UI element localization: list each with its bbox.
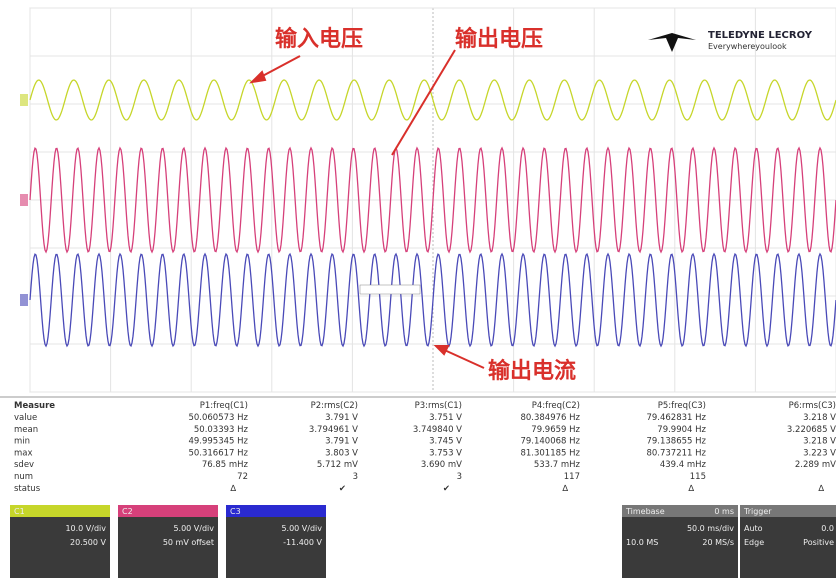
table-cell: 3.794961 V xyxy=(309,425,358,435)
status-icon: ✔ xyxy=(339,484,346,494)
status-text: Auto xyxy=(744,524,763,533)
annotation: 输出电流 xyxy=(488,358,576,384)
table-cell: 3 xyxy=(353,472,358,482)
table-cell: 117 xyxy=(564,472,580,482)
table-cell: 439.4 mHz xyxy=(660,460,707,470)
table-cell: 3.690 mV xyxy=(421,460,462,470)
table-cell: 3.218 V xyxy=(803,413,836,423)
logo-tagline: Everywhereyoulook xyxy=(708,42,787,51)
channel-name: C1 xyxy=(14,507,25,516)
status-text: Positive xyxy=(803,538,834,547)
table-cell: 3.218 V xyxy=(803,437,836,447)
channel-name: C2 xyxy=(122,507,133,516)
table-cell: 3.749840 V xyxy=(413,425,462,435)
channel-scale: 5.00 V/div xyxy=(173,524,214,533)
table-cell: 3.803 V xyxy=(325,448,358,458)
table-header: P3:rms(C1) xyxy=(415,401,462,411)
table-cell: 81.301185 Hz xyxy=(520,448,580,458)
status-text: 20 MS/s xyxy=(702,538,734,547)
channel-marker xyxy=(20,194,28,206)
annotation: 输入电压 xyxy=(275,26,363,52)
channel-offset: 50 mV offset xyxy=(163,538,214,547)
table-header: P5:freq(C3) xyxy=(658,401,706,411)
table-cell: 50.060573 Hz xyxy=(188,413,248,423)
table-cell: 3.791 V xyxy=(325,413,358,423)
page: 输入电压 输出电压 输出电流 TELEDYNE LECROY Everywher… xyxy=(0,0,836,578)
table-cell: max xyxy=(14,448,33,458)
table-cell: 5.712 mV xyxy=(317,460,358,470)
channel-header xyxy=(118,505,218,517)
table-cell: min xyxy=(14,437,30,447)
channel-marker xyxy=(20,294,28,306)
channel-scale: 10.0 V/div xyxy=(65,524,106,533)
table-header: P4:freq(C2) xyxy=(532,401,580,411)
table-cell: 533.7 mHz xyxy=(534,460,581,470)
channel-marker xyxy=(20,94,28,106)
table-cell: value xyxy=(14,413,37,423)
table-cell: mean xyxy=(14,425,38,435)
table-header: Measure xyxy=(14,401,55,411)
table-cell: 72 xyxy=(237,472,248,482)
table-header: P1:freq(C1) xyxy=(200,401,248,411)
channel-name: C3 xyxy=(230,507,241,516)
table-cell: 79.9659 Hz xyxy=(531,425,580,435)
table-cell: 3.745 V xyxy=(429,437,462,447)
table-cell: 3 xyxy=(457,472,462,482)
table-cell: 3.223 V xyxy=(803,448,836,458)
table-cell: 49.995345 Hz xyxy=(188,437,248,447)
status-text: 0 ms xyxy=(714,507,734,516)
trace-label-box xyxy=(360,285,420,294)
table-cell: 115 xyxy=(690,472,706,482)
channel-offset: -11.400 V xyxy=(283,538,322,547)
status-icon: ∆ xyxy=(561,484,568,494)
table-cell: 80.384976 Hz xyxy=(520,413,580,423)
timebase-title: Timebase xyxy=(625,507,665,516)
table-cell: 3.791 V xyxy=(325,437,358,447)
channel-scale: 5.00 V/div xyxy=(281,524,322,533)
table-cell: 50.03393 Hz xyxy=(194,425,249,435)
table-cell: 3.220685 V xyxy=(787,425,836,435)
annotation: 输出电压 xyxy=(455,26,543,52)
table-header: P2:rms(C2) xyxy=(311,401,358,411)
table-cell: 3.753 V xyxy=(429,448,462,458)
trigger-title: Trigger xyxy=(743,507,772,516)
channel-header xyxy=(226,505,326,517)
table-cell: status xyxy=(14,484,41,494)
table-cell: 3.751 V xyxy=(429,413,462,423)
table-cell: 2.289 mV xyxy=(795,460,836,470)
table-cell: 79.9904 Hz xyxy=(657,425,706,435)
table-cell: num xyxy=(14,472,33,482)
logo-brand: TELEDYNE LECROY xyxy=(708,30,813,41)
table-cell: 50.316617 Hz xyxy=(188,448,248,458)
scope-screen: 输入电压 输出电压 输出电流 TELEDYNE LECROY Everywher… xyxy=(0,0,836,578)
table-cell: 79.462831 Hz xyxy=(646,413,706,423)
status-icon: ∆ xyxy=(229,484,236,494)
status-icon: ∆ xyxy=(687,484,694,494)
status-text: 0.0 xyxy=(821,524,834,533)
status-icon: ✔ xyxy=(443,484,450,494)
table-cell: 79.138655 Hz xyxy=(646,437,706,447)
channel-header xyxy=(10,505,110,517)
status-text: 10.0 MS xyxy=(626,538,658,547)
status-icon: ∆ xyxy=(817,484,824,494)
table-cell: sdev xyxy=(14,460,34,470)
table-cell: 79.140068 Hz xyxy=(520,437,580,447)
table-header: P6:rms(C3) xyxy=(789,401,836,411)
table-cell: 80.737211 Hz xyxy=(646,448,706,458)
channel-offset: 20.500 V xyxy=(70,538,107,547)
status-text: 50.0 ms/div xyxy=(687,524,734,533)
status-text: Edge xyxy=(744,538,764,547)
table-cell: 76.85 mHz xyxy=(202,460,249,470)
